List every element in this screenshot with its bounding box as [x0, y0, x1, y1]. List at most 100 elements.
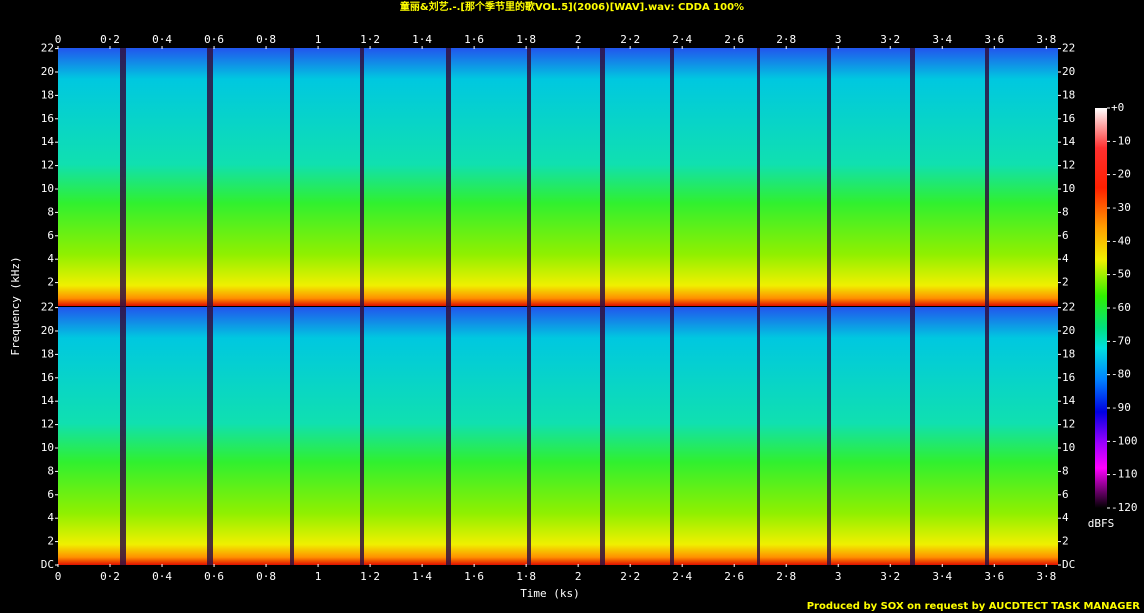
y-tick-label: DC [41, 558, 54, 571]
x-tick-label: 0·6 [204, 33, 224, 46]
y-tick-label: 18 [1062, 88, 1075, 101]
x-axis-label: Time (ks) [520, 587, 580, 600]
y-tick-label: 2 [47, 535, 54, 548]
x-tick-label: 2·8 [776, 33, 796, 46]
y-tick-label: 4 [47, 511, 54, 524]
colorbar-tick-label: -30 [1111, 201, 1131, 214]
x-tick-label: 2·6 [724, 570, 744, 583]
y-tick-label: 20 [1062, 324, 1075, 337]
y-tick-label: 6 [1062, 488, 1069, 501]
x-tick-label: 1·8 [516, 570, 536, 583]
y-tick-label: 10 [41, 441, 54, 454]
y-tick-label: 12 [1062, 159, 1075, 172]
colorbar-tick-label: -70 [1111, 334, 1131, 347]
x-tick-label: 1 [315, 33, 322, 46]
x-tick-label: 1·6 [464, 570, 484, 583]
y-tick-label: 12 [1062, 418, 1075, 431]
y-tick-label: 22 [1062, 42, 1075, 55]
y-tick-label: 16 [1062, 371, 1075, 384]
y-tick-label: 6 [47, 488, 54, 501]
y-tick-label: 18 [41, 88, 54, 101]
colorbar-tick-label: +0 [1111, 101, 1124, 114]
y-tick-label: 14 [41, 394, 55, 407]
y-tick-label: 2 [1062, 276, 1069, 289]
spectrogram-channel-2 [58, 307, 1058, 565]
x-tick-label: 0·8 [256, 570, 276, 583]
x-tick-label: 2·2 [620, 570, 640, 583]
x-tick-label: 3·4 [932, 570, 952, 583]
x-tick-label: 0 [55, 570, 62, 583]
y-tick-label: 4 [1062, 252, 1069, 265]
x-tick-label: 1·4 [412, 33, 432, 46]
y-tick-label: 16 [41, 371, 54, 384]
x-tick-label: 0·6 [204, 570, 224, 583]
x-tick-label: 3·8 [1036, 33, 1056, 46]
x-tick-label: 3·4 [932, 33, 952, 46]
y-tick-label: 22 [1062, 301, 1075, 314]
x-tick-label: 2 [575, 570, 582, 583]
x-tick-label: 2·2 [620, 33, 640, 46]
x-tick-label: 0·2 [100, 33, 120, 46]
footer: Produced by SOX on request by AUCDTECT T… [807, 601, 1141, 612]
x-tick-label: 3 [835, 33, 842, 46]
track-gaps [120, 48, 989, 565]
y-tick-label: 2 [47, 276, 54, 289]
x-tick-label: 1 [315, 570, 322, 583]
colorbar-tick-label: -90 [1111, 401, 1131, 414]
x-tick-label: 2·4 [672, 570, 692, 583]
colorbar-tick-label: -40 [1111, 234, 1131, 247]
y-tick-label: 8 [1062, 205, 1069, 218]
y-tick-label: 16 [1062, 112, 1075, 125]
x-tick-label: 3 [835, 570, 842, 583]
y-tick-label: 4 [47, 252, 54, 265]
y-tick-label: 16 [41, 112, 54, 125]
y-tick-label: 18 [1062, 347, 1075, 360]
x-tick-label: 3·2 [880, 570, 900, 583]
x-tick-label: 1·6 [464, 33, 484, 46]
y-tick-label: 22 [41, 301, 54, 314]
x-tick-label: 2·8 [776, 570, 796, 583]
spectrogram-channel-1 [58, 48, 1058, 306]
x-tick-label: 0 [55, 33, 62, 46]
y-tick-label: 18 [41, 347, 54, 360]
y-tick-label: 12 [41, 159, 54, 172]
y-axis-label: Frequency (kHz) [9, 256, 22, 355]
x-tick-label: 3·6 [984, 33, 1004, 46]
y-tick-label: 6 [47, 229, 54, 242]
x-tick-label: 2·6 [724, 33, 744, 46]
y-tick-label: 14 [1062, 394, 1076, 407]
y-tick-label: 2 [1062, 535, 1069, 548]
y-tick-label: 10 [1062, 182, 1075, 195]
x-tick-label: 1·2 [360, 570, 380, 583]
y-tick-label: 10 [41, 182, 54, 195]
x-tick-label: 3·6 [984, 570, 1004, 583]
y-tick-label: 8 [1062, 464, 1069, 477]
y-tick-label: 20 [41, 65, 54, 78]
chart-title: 童丽&刘艺.-.[那个季节里的歌VOL.5](2006)[WAV].wav: C… [400, 0, 744, 13]
y-tick-label: 14 [1062, 135, 1076, 148]
y-tick-label: 6 [1062, 229, 1069, 242]
y-tick-label: 8 [47, 205, 54, 218]
x-tick-label: 1·4 [412, 570, 432, 583]
x-tick-label: 1·8 [516, 33, 536, 46]
colorbar-tick-label: -20 [1111, 168, 1131, 181]
colorbar-tick-label: -100 [1111, 434, 1138, 447]
colorbar-tick-label: -50 [1111, 268, 1131, 281]
y-tick-label: 22 [41, 42, 54, 55]
y-tick-label: 8 [47, 464, 54, 477]
x-tick-label: 3·8 [1036, 570, 1056, 583]
y-tick-label: 20 [41, 324, 54, 337]
y-tick-label: DC [1062, 558, 1075, 571]
x-tick-label: 0·4 [152, 33, 172, 46]
y-tick-label: 20 [1062, 65, 1075, 78]
x-tick-label: 0·4 [152, 570, 172, 583]
colorbar-tick-label: -110 [1111, 468, 1138, 481]
y-tick-label: 4 [1062, 511, 1069, 524]
colorbar [1095, 108, 1107, 508]
y-tick-label: 12 [41, 418, 54, 431]
colorbar-tick-label: -80 [1111, 368, 1131, 381]
x-tick-label: 0·8 [256, 33, 276, 46]
x-tick-label: 1·2 [360, 33, 380, 46]
